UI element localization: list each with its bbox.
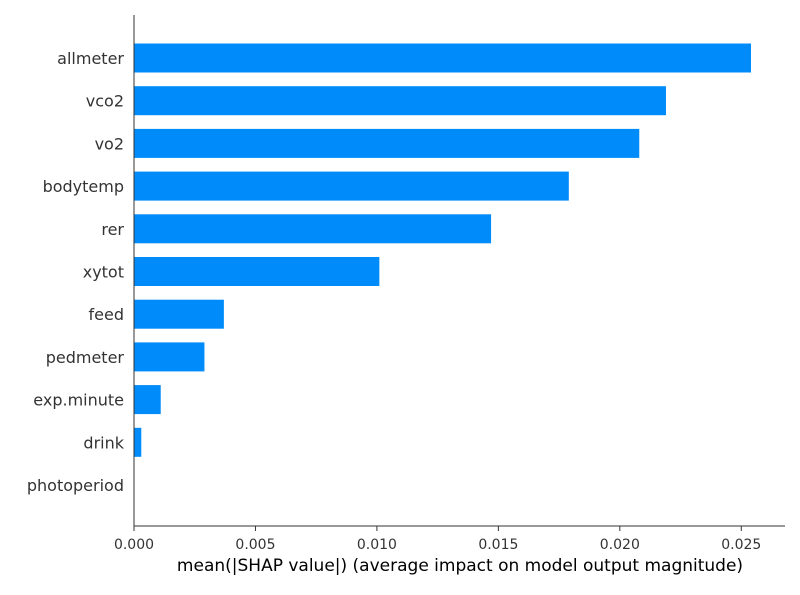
bar-exp-minute <box>134 385 161 415</box>
x-ticks-group: 0.000 0.005 0.010 0.015 0.020 0.025 <box>114 526 761 553</box>
bar-feed <box>134 299 224 329</box>
bar-rer <box>134 214 492 244</box>
category-label-bodytemp: bodytemp <box>43 177 124 196</box>
category-label-drink: drink <box>83 433 124 452</box>
category-label-feed: feed <box>89 305 124 324</box>
bar-vo2 <box>134 128 640 158</box>
bar-pedmeter <box>134 342 205 372</box>
category-label-vo2: vo2 <box>95 134 124 153</box>
x-tick-label: 0.015 <box>478 537 518 553</box>
bars-group <box>134 43 751 457</box>
bar-bodytemp <box>134 171 569 201</box>
x-tick-label: 0.010 <box>357 537 397 553</box>
category-label-allmeter: allmeter <box>57 49 124 68</box>
category-label-rer: rer <box>101 220 124 239</box>
category-labels-group: allmeter vco2 vo2 bodytemp rer xytot feed pedme… <box>27 49 125 495</box>
bar-allmeter <box>134 43 751 73</box>
category-label-vco2: vco2 <box>86 92 124 111</box>
bar-drink <box>134 427 142 457</box>
x-tick-label: 0.020 <box>600 537 640 553</box>
x-tick-label: 0.000 <box>114 537 154 553</box>
category-label-pedmeter: pedmeter <box>46 348 125 367</box>
x-axis-title: mean(|SHAP value|) (average impact on mo… <box>177 556 743 576</box>
category-label-exp-minute: exp.minute <box>33 391 124 410</box>
x-tick-label: 0.005 <box>235 537 275 553</box>
category-label-photoperiod: photoperiod <box>27 476 124 495</box>
x-tick-label: 0.025 <box>721 537 761 553</box>
category-label-xytot: xytot <box>83 263 124 282</box>
bar-vco2 <box>134 86 666 116</box>
bar-xytot <box>134 257 380 286</box>
